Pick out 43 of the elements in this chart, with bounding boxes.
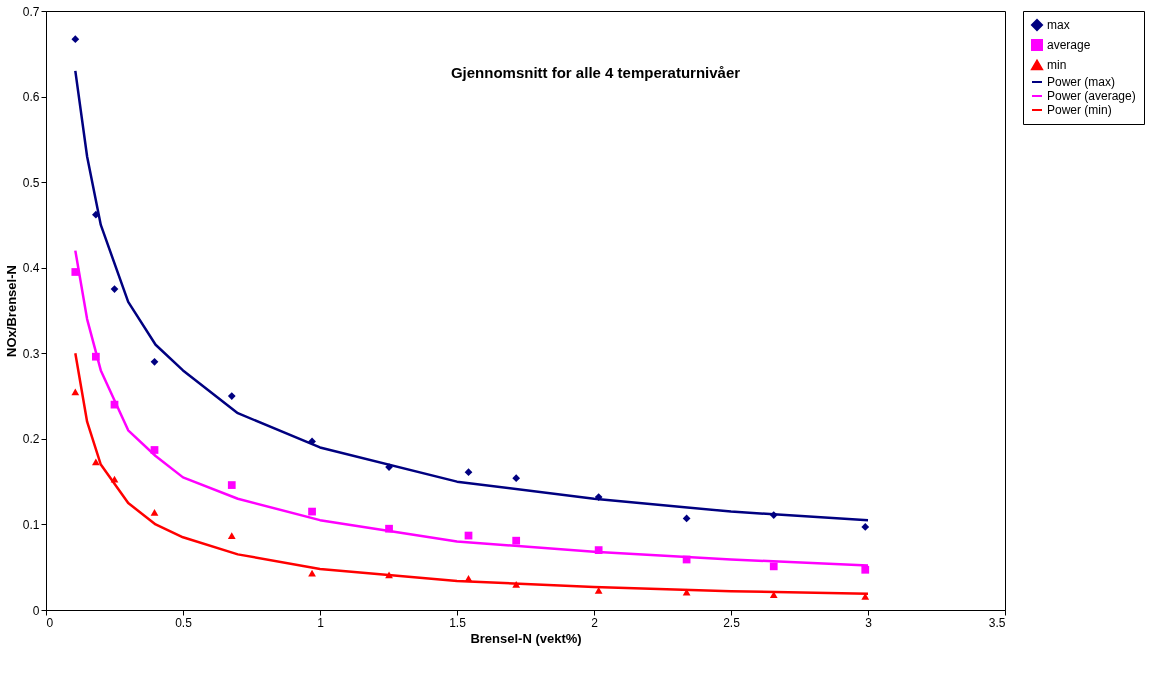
y-tick-label: 0.3 [22,346,40,361]
y-tick-label: 0.1 [22,517,40,532]
y-tick-label: 0.7 [22,4,40,19]
point [512,536,521,545]
text: Gjennomsnitt for alle 4 temperaturnivåer [450,64,741,81]
point [308,569,316,577]
x-tick-label: 2.5 [723,615,741,630]
legend-label: average [1047,38,1091,52]
x-tick-label: 1 [317,615,325,630]
point [682,514,691,523]
point [71,35,80,44]
point [71,388,80,396]
x-tick-label: 3.5 [988,615,1006,630]
legend-label: Power (min) [1047,103,1112,117]
point [861,523,870,531]
legend-label: Power (average) [1047,89,1136,103]
point [227,481,236,489]
y-tick-label: 0.6 [22,90,40,105]
point [464,468,473,477]
legend-label: max [1047,18,1070,32]
x-tick-label: 1.5 [449,615,467,630]
y-tick-label: 0.2 [22,432,40,447]
point [227,532,236,539]
y-tick-label: 0.5 [22,175,40,190]
legend-label: min [1047,58,1067,72]
point [769,562,778,571]
x-tick-label: 0.5 [175,615,193,630]
point [512,474,521,483]
legend-label: Power (max) [1047,75,1116,89]
point [92,458,100,466]
point [861,565,870,574]
x-axis-title: Brensel-N (vekt%) [470,630,582,646]
point [110,285,119,293]
point [150,357,159,366]
y-tick-label: 0.4 [22,261,40,276]
point [308,507,316,516]
x-tick-label: 0 [46,615,54,630]
y-tick-label: 0 [32,603,40,618]
x-tick-label: 2 [591,615,599,630]
point [150,509,159,516]
point [227,392,236,400]
y-axis-title: NOx/Brensel-N [3,265,19,357]
x-tick-label: 3 [865,615,873,630]
